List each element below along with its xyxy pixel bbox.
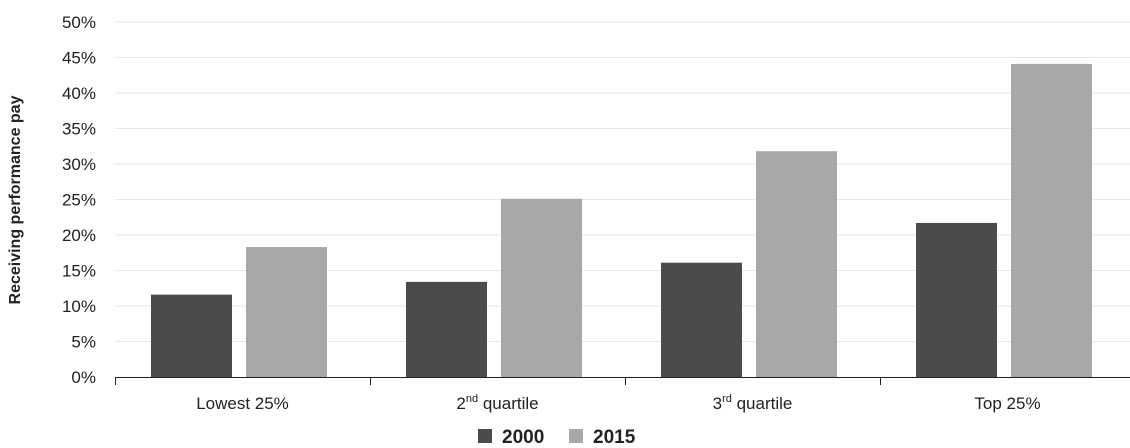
y-tick-label: 25%: [62, 191, 96, 210]
bar-2000-1: [406, 281, 487, 377]
bar-2000-2: [661, 262, 742, 377]
x-tick-label: 2nd quartile: [456, 393, 538, 413]
y-tick-label: 50%: [62, 13, 96, 32]
y-tick-label: 35%: [62, 120, 96, 139]
y-tick-label: 30%: [62, 155, 96, 174]
y-tick-label: 45%: [62, 49, 96, 68]
bar-2015-2: [756, 151, 837, 377]
y-tick-label: 0%: [71, 368, 96, 387]
bar-2015-1: [501, 198, 582, 377]
y-tick-label: 20%: [62, 226, 96, 245]
bar-2000-0: [151, 294, 232, 377]
y-axis-label: Receiving performance pay: [7, 95, 24, 304]
y-tick-label: 15%: [62, 262, 96, 281]
x-tick-label: 3rd quartile: [713, 393, 793, 413]
legend-label-2000: 2000: [502, 427, 544, 448]
x-tick-label: Top 25%: [974, 394, 1040, 413]
bar-2000-3: [916, 222, 997, 377]
bar-2015-3: [1011, 63, 1092, 377]
y-axis-ticks: 0% 5% 10% 15% 20% 25% 30% 35% 40% 45% 50%: [62, 13, 96, 387]
bars: [151, 63, 1092, 377]
y-tick-label: 10%: [62, 297, 96, 316]
legend-label-2015: 2015: [593, 427, 636, 448]
legend-swatch-2015: [569, 429, 583, 443]
x-axis: Lowest 25% 2nd quartile 3rd quartile Top 25…: [115, 377, 1130, 413]
legend-swatch-2000: [478, 429, 492, 443]
x-tick-label: Lowest 25%: [196, 394, 289, 413]
bar-2015-0: [246, 247, 327, 377]
y-tick-label: 5%: [71, 333, 96, 352]
y-tick-label: 40%: [62, 84, 96, 103]
legend: 2000 2015: [478, 427, 636, 448]
